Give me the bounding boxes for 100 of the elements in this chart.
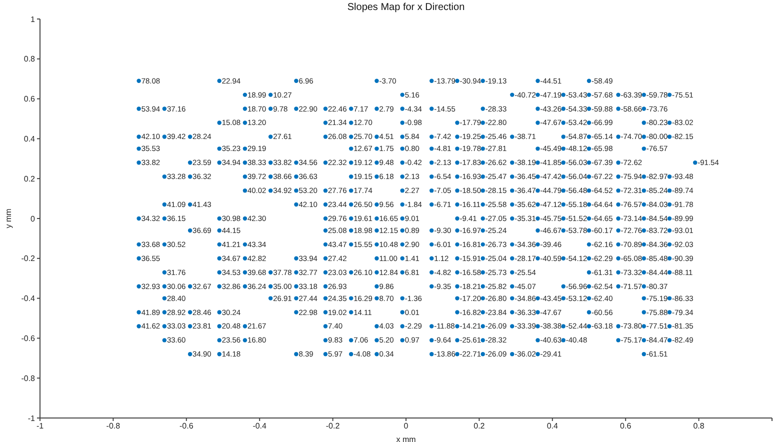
point	[616, 242, 620, 247]
point	[536, 216, 540, 221]
point	[586, 146, 592, 151]
point	[323, 310, 328, 314]
point	[642, 324, 646, 328]
y-tick-label: 0.4	[24, 134, 36, 144]
point	[217, 242, 222, 247]
point	[374, 216, 379, 221]
point	[136, 134, 141, 139]
point	[455, 174, 460, 179]
point	[374, 106, 379, 111]
point	[217, 352, 222, 356]
point	[242, 216, 248, 221]
point	[642, 352, 646, 356]
point	[400, 92, 404, 97]
point	[323, 296, 328, 300]
point	[586, 284, 592, 288]
point	[348, 270, 354, 274]
point	[510, 296, 514, 300]
point	[667, 324, 672, 328]
point	[162, 284, 167, 288]
point	[667, 228, 672, 233]
point	[586, 134, 592, 139]
point	[162, 216, 167, 221]
point	[323, 352, 328, 356]
point	[348, 106, 354, 111]
point	[667, 296, 672, 300]
point	[400, 146, 404, 151]
point	[348, 228, 354, 233]
point	[348, 146, 354, 151]
point	[162, 174, 167, 179]
point	[136, 146, 141, 151]
point	[268, 160, 273, 165]
point	[374, 202, 379, 207]
point	[348, 134, 354, 139]
point	[268, 296, 273, 300]
point	[667, 338, 672, 342]
point	[586, 228, 592, 233]
point	[510, 310, 514, 314]
point	[374, 228, 379, 233]
point	[400, 202, 404, 207]
point	[188, 160, 192, 165]
point	[136, 216, 141, 221]
point	[374, 242, 379, 247]
point	[667, 134, 672, 139]
point	[188, 134, 192, 139]
point	[536, 310, 540, 314]
point	[348, 296, 354, 300]
point	[323, 228, 328, 233]
point	[455, 160, 460, 165]
point	[348, 338, 354, 342]
point	[693, 160, 698, 165]
point	[294, 174, 298, 179]
point	[348, 120, 354, 125]
x-tick-label: -0.8	[106, 422, 121, 431]
point	[400, 310, 404, 314]
point	[455, 228, 460, 233]
point	[561, 284, 566, 288]
point	[642, 188, 646, 193]
point	[348, 242, 354, 247]
point	[510, 174, 514, 179]
point	[455, 270, 460, 274]
point	[188, 324, 192, 328]
point	[136, 106, 141, 111]
point	[536, 352, 540, 356]
point	[374, 78, 379, 83]
point	[455, 216, 460, 221]
point	[323, 106, 328, 111]
x-axis-title: x mm	[396, 435, 416, 442]
point	[586, 120, 592, 125]
point	[536, 228, 540, 233]
point	[400, 134, 404, 139]
point	[400, 324, 404, 328]
point	[430, 352, 434, 356]
point	[536, 146, 540, 151]
point	[586, 216, 592, 221]
point	[374, 324, 379, 328]
point	[586, 106, 592, 111]
point	[642, 92, 646, 97]
point	[242, 92, 248, 97]
point	[667, 202, 672, 207]
point	[374, 146, 379, 151]
point	[642, 338, 646, 342]
y-tick-label: -0.6	[21, 334, 36, 344]
point	[268, 134, 273, 139]
point	[268, 270, 273, 274]
point	[586, 78, 592, 83]
point	[323, 134, 328, 139]
point	[268, 284, 273, 288]
point	[217, 256, 222, 261]
point	[294, 310, 298, 314]
point	[536, 256, 540, 261]
point	[400, 160, 404, 165]
point	[430, 270, 434, 274]
point	[455, 352, 460, 356]
point	[667, 120, 672, 125]
point	[188, 310, 192, 314]
point	[348, 310, 354, 314]
point	[268, 188, 273, 193]
point	[430, 338, 434, 342]
